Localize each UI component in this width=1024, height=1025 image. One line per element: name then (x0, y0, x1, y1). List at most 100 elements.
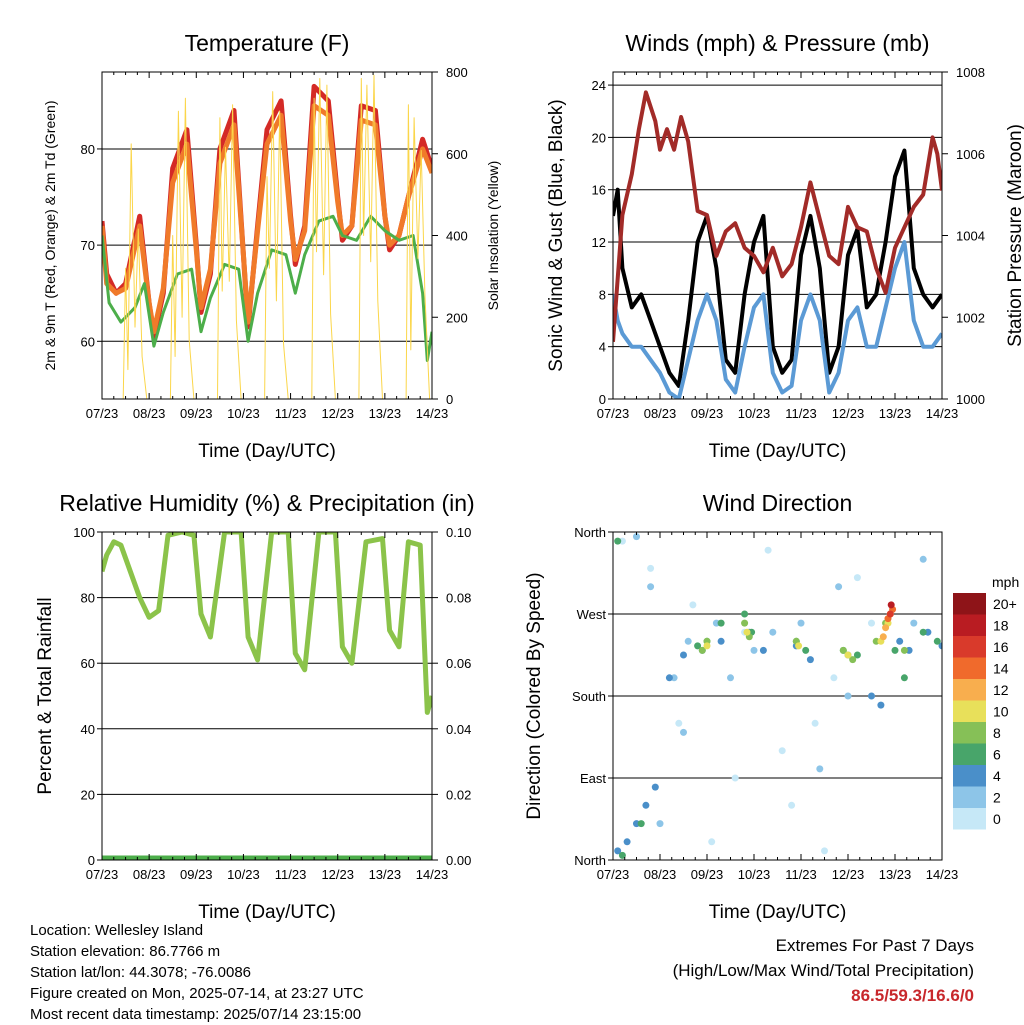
y2-axis-label: Station Pressure (Maroon) (1005, 124, 1024, 347)
colorbar-label: 6 (993, 746, 1001, 762)
point-speed-0 (811, 719, 819, 727)
x-tick-label: 10/23 (227, 406, 260, 421)
colorbar-swatch (953, 722, 986, 744)
series-line-1 (613, 240, 942, 399)
y2-tick-label: 0.04 (446, 722, 471, 737)
y2-tick-label: 0.08 (446, 591, 471, 606)
x-tick-label: 12/23 (321, 867, 354, 882)
recent-data-timestamp: Most recent data timestamp: 2025/07/14 2… (30, 1006, 362, 1023)
point-speed-4 (614, 847, 622, 855)
point-speed-4 (680, 651, 687, 659)
colorbar-label: 2 (993, 789, 1001, 805)
y2-tick-label: 400 (446, 229, 468, 244)
colorbar-label: 16 (993, 639, 1009, 655)
y-axis-label: Direction (Colored By Speed) (524, 572, 545, 819)
colorbar-swatch (953, 679, 986, 701)
point-speed-2 (633, 533, 640, 541)
point-speed-12 (882, 624, 890, 632)
colorbar-title: mph (992, 574, 1019, 590)
plot-area (613, 90, 942, 399)
y2-tick-label: 0.02 (446, 787, 471, 802)
x-tick-label: 07/23 (597, 867, 630, 882)
point-speed-0 (708, 838, 716, 846)
point-speed-10 (703, 642, 711, 650)
point-speed-10 (795, 642, 803, 650)
y-tick-label: 60 (81, 656, 95, 671)
x-tick-label: 09/23 (691, 406, 724, 421)
figure-created: Figure created on Mon, 2025-07-14, at 23… (30, 985, 364, 1002)
x-tick-label: 12/23 (832, 406, 865, 421)
point-speed-2 (727, 674, 734, 682)
y-tick-label: North (574, 853, 606, 868)
series-line-2 (613, 90, 942, 342)
x-tick-label: 09/23 (180, 406, 213, 421)
panel-winds-pressure: 07/23 08/23 09/23 10/23 11/23 12/23 13/23 14/23… (546, 30, 1024, 462)
point-speed-2 (647, 583, 655, 591)
point-speed-4 (806, 656, 814, 664)
plot-area (102, 74, 432, 399)
x-tick-label: 11/23 (785, 406, 817, 421)
x-axis-label: Time (Day/UTC) (198, 441, 336, 462)
point-speed-6 (900, 674, 908, 682)
station-info: Location: Wellesley Island Station eleva… (30, 920, 364, 1025)
x-tick-label: 14/23 (926, 867, 959, 882)
y-axis-label: Sonic Wind & Gust (Blue, Black) (546, 99, 567, 371)
colorbar-swatch (953, 786, 986, 808)
x-tick-label: 13/23 (879, 406, 912, 421)
plot-frame (101, 71, 433, 400)
chart-title: Winds (mph) & Pressure (mb) (625, 30, 929, 56)
x-tick-label: 10/23 (738, 406, 771, 421)
point-speed-0 (830, 674, 838, 682)
series-line-2 (102, 214, 432, 362)
x-tick-label: 11/23 (785, 867, 817, 882)
point-speed-8 (849, 656, 857, 664)
point-speed-4 (665, 674, 673, 682)
y-tick-label: 100 (73, 525, 95, 540)
extremes-values: 86.5/59.3/16.6/0 (851, 986, 974, 1005)
series-line-0 (613, 148, 942, 388)
point-speed-0 (788, 801, 796, 809)
y-tick-label: 20 (592, 130, 606, 145)
y-tick-label: East (580, 771, 606, 786)
x-tick-label: 13/23 (369, 406, 402, 421)
y2-tick-label: 0.10 (446, 525, 471, 540)
x-tick-label: 11/23 (275, 867, 307, 882)
colorbar-label: 20+ (993, 596, 1017, 612)
colorbar-swatch (953, 614, 986, 636)
x-tick-label: 08/23 (644, 406, 677, 421)
chart-title: Relative Humidity (%) & Precipitation (i… (59, 490, 474, 516)
x-axis-label: Time (Day/UTC) (198, 902, 336, 923)
x-tick-label: 08/23 (644, 867, 677, 882)
panel-temperature: 07/23 08/23 09/23 10/23 11/23 12/23 13/23 14/23… (42, 30, 501, 462)
point-speed-0 (778, 747, 786, 755)
colorbar-swatch (953, 808, 986, 830)
point-speed-6 (694, 642, 702, 650)
point-speed-2 (816, 765, 824, 773)
x-tick-label: 13/23 (879, 867, 912, 882)
colorbar-swatch (953, 657, 986, 679)
y2-axis-label: Solar Insolation (Yellow) (485, 161, 501, 311)
y-tick-label: South (572, 689, 606, 704)
y-axis-label: 2m & 9m T (Red, Orange) & 2m Td (Green) (42, 101, 58, 371)
plot-area (614, 533, 942, 859)
point-speed-0 (764, 546, 772, 554)
series-line-0 (102, 532, 432, 715)
point-speed-0 (647, 564, 655, 572)
station-elevation: Station elevation: 86.7766 m (30, 943, 221, 960)
y-tick-label: 4 (599, 340, 606, 355)
point-speed-0 (853, 574, 861, 582)
point-speed-6 (741, 610, 749, 618)
colorbar-label: 12 (993, 682, 1009, 698)
y-tick-label: 24 (592, 78, 606, 93)
y-tick-label: 8 (599, 287, 606, 302)
y-tick-label: 60 (81, 334, 95, 349)
point-speed-0 (868, 619, 875, 627)
panel-wind-direction: 07/23 08/23 09/23 10/23 11/23 12/23 13/23 14/23… (524, 490, 1019, 923)
extremes-block: Extremes For Past 7 Days (High/Low/Max W… (673, 933, 974, 1008)
y2-tick-label: 0 (446, 392, 453, 407)
x-tick-label: 12/23 (832, 867, 865, 882)
point-speed-10 (844, 651, 852, 659)
point-speed-2 (684, 637, 692, 645)
x-axis-label: Time (Day/UTC) (709, 441, 847, 462)
colorbar-swatch (953, 765, 986, 787)
